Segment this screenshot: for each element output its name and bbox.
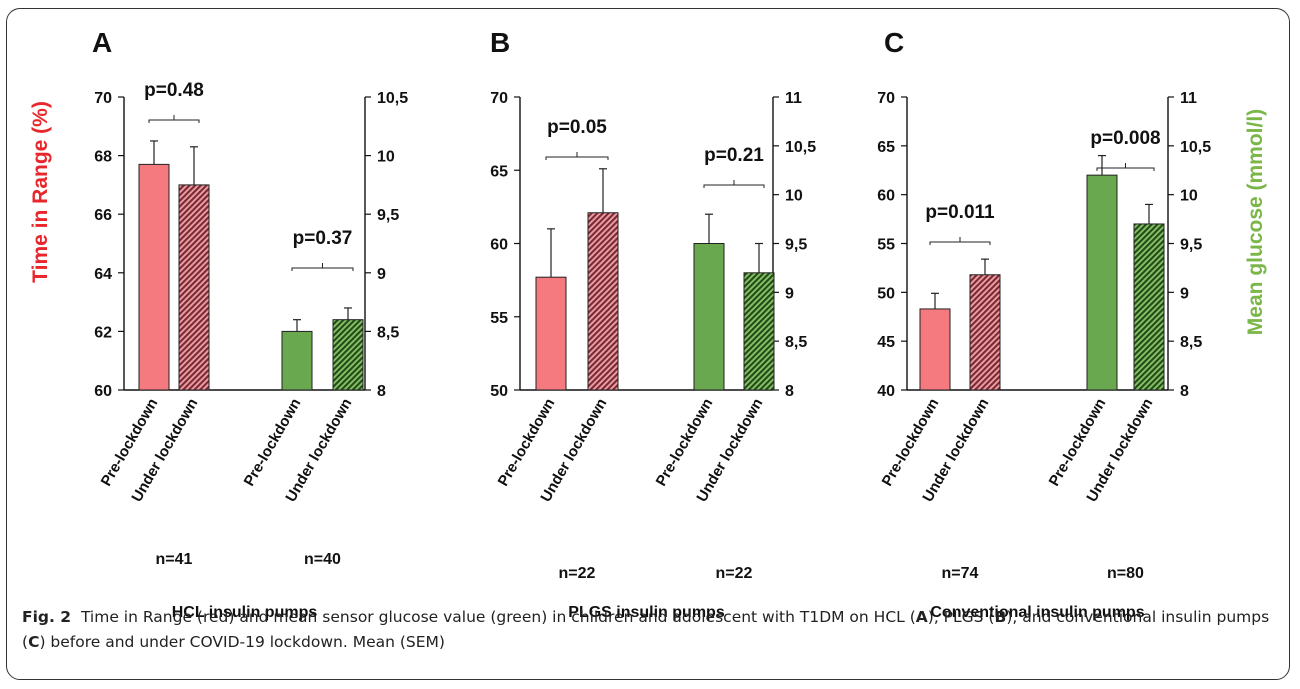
n-label-b: n=22 [559, 565, 596, 582]
p-value-c: p=0.011 [925, 202, 995, 223]
left-tick-label-b: 60 [490, 237, 508, 254]
left-tick-label-c: 65 [877, 139, 895, 156]
right-axis-title: Mean glucose (mmol/l) [1244, 109, 1267, 335]
p-bracket-b [703, 180, 765, 188]
panel-letter-a: A [92, 27, 112, 58]
p-value-b: p=0.05 [547, 117, 607, 138]
p-value-a: p=0.48 [144, 80, 204, 101]
n-label-b: n=22 [716, 565, 753, 582]
glucose-bar-under-b [743, 272, 775, 391]
right-tick-label-c: 10 [1180, 188, 1198, 205]
right-tick-label-a: 9,5 [377, 207, 399, 224]
left-tick-label-a: 64 [94, 266, 112, 283]
right-tick-label-b: 9,5 [785, 237, 807, 254]
right-tick-label-b: 11 [785, 90, 802, 107]
n-label-c: n=80 [1107, 565, 1144, 582]
figure-caption: Fig. 2 Time in Range (red) and mean sens… [22, 605, 1284, 655]
left-tick-label-a: 70 [94, 90, 112, 107]
left-tick-label-c: 55 [877, 237, 895, 254]
panel-letter-b: B [490, 27, 510, 58]
left-tick-label-b: 70 [490, 90, 508, 107]
left-tick-label-c: 70 [877, 90, 895, 107]
right-tick-label-c: 8 [1180, 383, 1189, 400]
tir-bar-under-a [178, 184, 210, 391]
right-tick-label-b: 10 [785, 188, 803, 205]
panel-letter-c: C [884, 27, 904, 58]
glucose-bar-pre-a [281, 330, 313, 391]
left-tick-label-c: 60 [877, 188, 895, 205]
p-bracket-c [1096, 163, 1155, 171]
left-axis-title: Time in Range (%) [29, 101, 52, 283]
p-bracket-b [545, 152, 609, 160]
left-tick-label-c: 40 [877, 383, 895, 400]
left-tick-label-c: 45 [877, 334, 895, 351]
n-label-a: n=40 [304, 551, 341, 568]
right-tick-label-a: 8 [377, 383, 386, 400]
p-value-b: p=0.21 [704, 145, 764, 166]
right-tick-label-b: 8,5 [785, 334, 807, 351]
right-tick-label-c: 9 [1180, 285, 1189, 302]
caption-panel-c: C [28, 633, 40, 651]
group-label-b: PLGS insulin pumps [568, 604, 725, 621]
glucose-bar-under-c [1133, 223, 1165, 391]
left-tick-label-a: 68 [94, 149, 112, 166]
right-tick-label-c: 10,5 [1180, 139, 1211, 156]
p-bracket-c [929, 237, 991, 245]
tir-bar-under-c [969, 274, 1001, 391]
caption-panel-a: A [915, 608, 928, 626]
p-value-c: p=0.008 [1090, 128, 1160, 149]
caption-panel-b: B [994, 608, 1007, 626]
tir-bar-pre-b [535, 276, 567, 391]
right-tick-label-c: 11 [1180, 90, 1197, 107]
right-tick-label-c: 8,5 [1180, 334, 1202, 351]
tir-bar-pre-a [138, 163, 170, 391]
caption-text-1: Time in Range (red) and mean sensor gluc… [80, 608, 916, 626]
group-label-a: HCL insulin pumps [172, 604, 318, 621]
right-tick-label-b: 8 [785, 383, 794, 400]
left-tick-label-a: 60 [94, 383, 112, 400]
right-tick-label-a: 8,5 [377, 324, 399, 341]
right-tick-label-c: 9,5 [1180, 237, 1202, 254]
n-label-a: n=41 [156, 551, 193, 568]
glucose-bar-under-a [332, 319, 364, 391]
tir-bar-under-b [587, 212, 619, 391]
left-tick-label-b: 65 [490, 163, 508, 180]
left-tick-label-a: 62 [94, 324, 112, 341]
caption-text-2: ), PLGS ( [927, 608, 995, 626]
p-value-a: p=0.37 [293, 228, 353, 249]
right-tick-label-b: 9 [785, 285, 794, 302]
caption-text-4: ) before and under COVID-19 lockdown. Me… [39, 633, 445, 651]
right-tick-label-a: 9 [377, 266, 386, 283]
figure-frame [6, 8, 1290, 680]
right-tick-label-a: 10 [377, 149, 395, 166]
caption-text-3: ), and conventional insulin pumps ( [22, 608, 1270, 651]
left-tick-label-c: 50 [877, 285, 895, 302]
n-label-c: n=74 [942, 565, 979, 582]
caption-label: Fig. 2 [22, 608, 72, 626]
left-tick-label-b: 55 [490, 310, 508, 327]
p-bracket-a [148, 115, 200, 123]
group-label-c: Conventional insulin pumps [930, 604, 1144, 621]
glucose-bar-pre-b [693, 243, 725, 391]
p-bracket-a [291, 263, 354, 271]
right-tick-label-a: 10,5 [377, 90, 408, 107]
left-tick-label-b: 50 [490, 383, 508, 400]
right-tick-label-b: 10,5 [785, 139, 816, 156]
glucose-bar-pre-c [1086, 174, 1118, 391]
left-tick-label-a: 66 [94, 207, 112, 224]
tir-bar-pre-c [919, 308, 951, 391]
